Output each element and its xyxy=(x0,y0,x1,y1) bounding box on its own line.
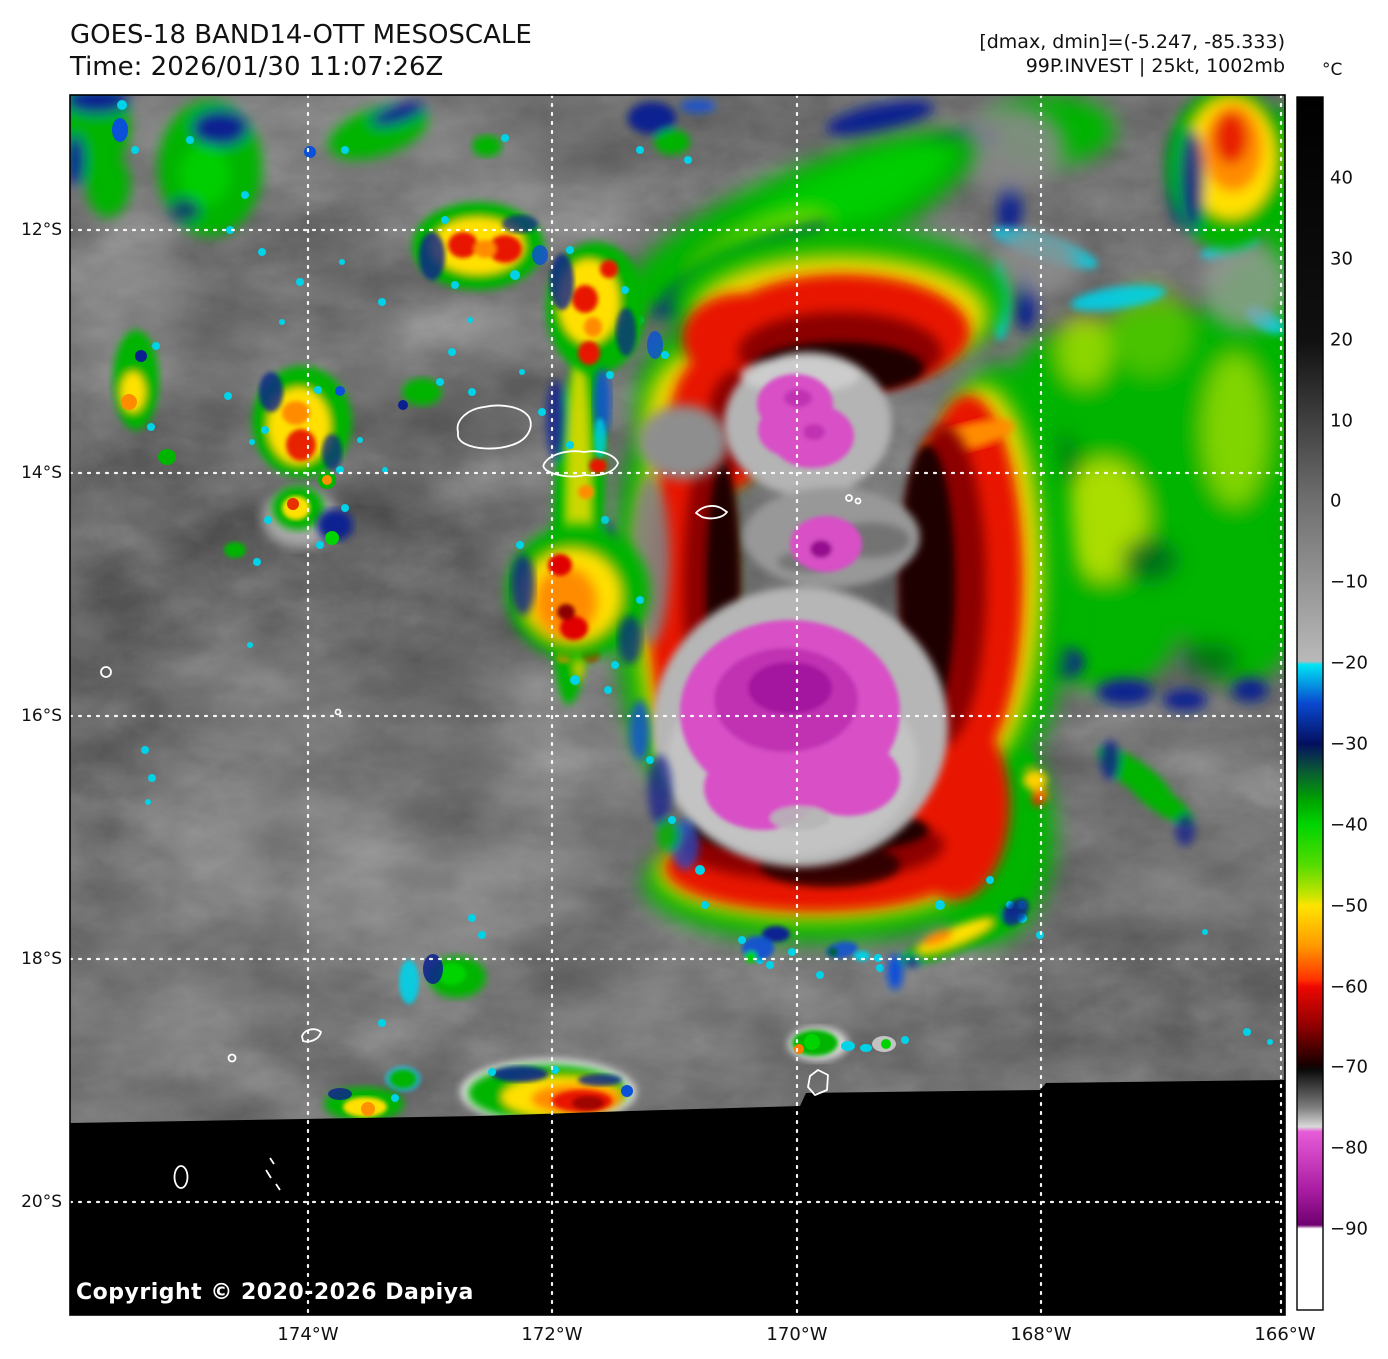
no-data-wedge xyxy=(70,1080,1285,1315)
storm-overshooting-tops-magenta xyxy=(680,374,900,830)
lon-tick-174w: 174°W xyxy=(277,1324,339,1345)
island-savaii xyxy=(456,404,532,450)
cb-tick-0: 0 xyxy=(1330,490,1342,512)
left-strip-cells xyxy=(113,330,176,465)
dmax-dmin-readout: [dmax, dmin]=(-5.247, -85.333) xyxy=(979,31,1285,53)
copyright-watermark: Copyright © 2020-2026 Dapiya xyxy=(76,1280,474,1305)
island-niuafoou xyxy=(100,666,112,678)
cb-tick-m50: −50 xyxy=(1330,895,1368,917)
island-small-16s xyxy=(334,708,342,716)
storm-99p-invest xyxy=(614,225,1073,979)
lon-tick-170w: 170°W xyxy=(766,1324,828,1345)
south-arc-cells xyxy=(738,740,1273,1061)
band-south-tail xyxy=(630,700,699,870)
cb-tick-10: 10 xyxy=(1330,410,1353,432)
cluster-b xyxy=(546,242,646,458)
island-upolu xyxy=(542,450,619,478)
lon-tick-166w: 166°W xyxy=(1254,1324,1316,1345)
cb-tick-40: 40 xyxy=(1330,167,1353,189)
cb-tick-m40: −40 xyxy=(1330,814,1368,836)
island-late xyxy=(227,1053,237,1063)
cb-tick-m80: −80 xyxy=(1330,1137,1368,1159)
island-tofua xyxy=(173,1165,189,1189)
cb-tick-20: 20 xyxy=(1330,329,1353,351)
cb-tick-m10: −10 xyxy=(1330,571,1368,593)
island-tutuila xyxy=(695,505,728,520)
south-strip-cells xyxy=(324,954,636,1125)
temperature-colorbar xyxy=(1296,96,1324,1311)
lat-tick-14s: 14°S xyxy=(21,463,62,483)
lat-tick-18s: 18°S xyxy=(21,949,62,969)
graticule xyxy=(70,95,1285,1315)
green-blob-19s-west xyxy=(324,1087,404,1121)
small-mid-cells xyxy=(224,378,444,566)
small-cells-19s xyxy=(788,1027,909,1061)
map-frame xyxy=(69,94,1286,1316)
island-outlines xyxy=(100,404,862,1191)
cb-tick-m60: −60 xyxy=(1330,976,1368,998)
cluster-southwest-of-storm xyxy=(506,524,650,669)
island-vavau xyxy=(301,1028,322,1043)
lon-tick-172w: 172°W xyxy=(521,1324,583,1345)
cb-tick-m70: −70 xyxy=(1330,1056,1368,1078)
cluster-a xyxy=(412,202,548,290)
island-haapai xyxy=(265,1157,281,1191)
cb-tick-m20: −20 xyxy=(1330,652,1368,674)
storm-id-readout: 99P.INVEST | 25kt, 1002mb xyxy=(1025,55,1285,77)
island-manua-1 xyxy=(845,494,853,502)
lat-tick-12s: 12°S xyxy=(21,220,62,240)
cb-tick-m90: −90 xyxy=(1330,1218,1368,1240)
product-title: GOES-18 BAND14-OTT MESOSCALE xyxy=(70,20,532,50)
cluster-c xyxy=(252,366,352,478)
green-streaks-17s xyxy=(1015,740,1195,846)
island-niue xyxy=(807,1069,829,1096)
cell-18s xyxy=(378,954,486,1027)
cb-tick-m30: −30 xyxy=(1330,733,1368,755)
northwest-scattered-cells xyxy=(70,95,716,939)
lat-tick-16s: 16°S xyxy=(21,706,62,726)
lon-tick-168w: 168°W xyxy=(1010,1324,1072,1345)
storm-south-fringe-specks xyxy=(636,316,994,979)
product-timestamp: Time: 2026/01/30 11:07:26Z xyxy=(70,52,444,82)
northeast-convective-cell xyxy=(1166,95,1285,250)
cb-tick-30: 30 xyxy=(1330,248,1353,270)
orange-blob-19s xyxy=(460,1059,636,1125)
colorbar-unit-label: °C xyxy=(1322,60,1343,80)
cyan-speck-field xyxy=(141,248,546,939)
island-manua-2 xyxy=(854,497,862,505)
cluster-c2 xyxy=(262,486,353,549)
product-stats: [dmax, dmin]=(-5.247, -85.333) 99P.INVES… xyxy=(979,30,1285,78)
long-thin-arc xyxy=(887,906,1024,990)
west-convective-band xyxy=(506,335,705,875)
map-canvas xyxy=(70,95,1285,1315)
lat-tick-20s: 20°S xyxy=(21,1192,62,1212)
